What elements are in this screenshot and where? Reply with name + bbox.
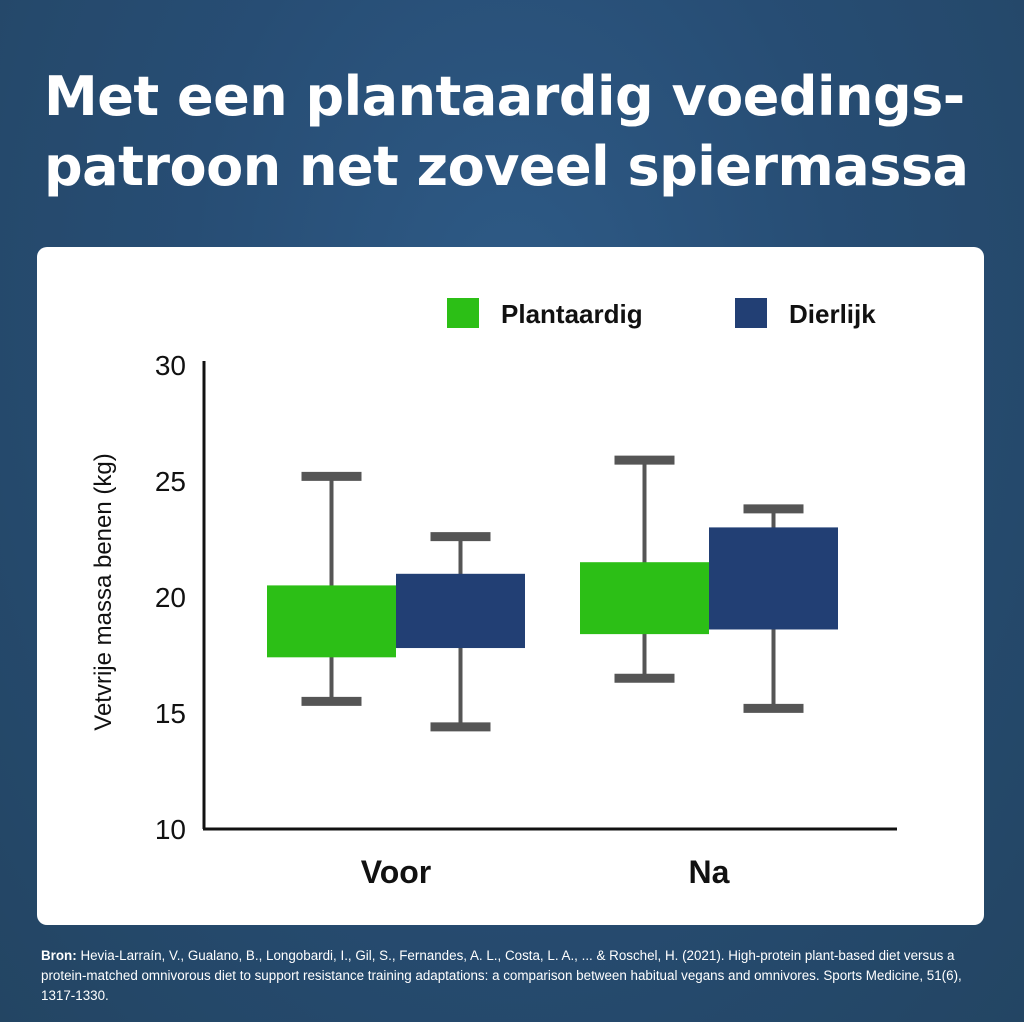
legend-label-plantaardig: Plantaardig [501,299,643,329]
legend-swatch-dierlijk [735,298,767,328]
y-tick-label: 25 [155,466,186,497]
box-rect-plantaardig-voor [267,585,396,658]
x-tick-label-na: Na [689,854,730,890]
box-plantaardig-voor [267,471,396,706]
box-rect-dierlijk-na [709,527,838,630]
x-tick-label-voor: Voor [361,854,432,890]
box-plot-chart: Plantaardig Dierlijk 10 15 20 25 30 Vetvrije m… [90,298,897,890]
page-title: Met een plantaardig voedings- patroon ne… [44,62,1004,202]
box-dierlijk-voor [396,532,525,732]
chart-marks [267,455,838,732]
y-tick-label: 20 [155,582,186,613]
title-line-2: patroon net zoveel spiermassa [44,135,969,198]
chart-card: Plantaardig Dierlijk 10 15 20 25 30 Vetvrije m… [37,247,984,925]
y-axis: 10 15 20 25 30 Vetvrije massa benen (kg) [90,350,206,845]
source-citation: Bron: Hevia-Larraín, V., Gualano, B., Lo… [41,946,991,1006]
box-plantaardig-na [580,455,709,683]
x-axis: Voor Na [203,827,897,890]
y-tick-label: 15 [155,698,186,729]
box-rect-plantaardig-na [580,562,709,635]
legend-label-dierlijk: Dierlijk [789,299,876,329]
source-label: Bron: [41,948,77,963]
y-axis-title: Vetvrije massa benen (kg) [90,453,117,730]
y-tick-label: 10 [155,814,186,845]
y-tick-label: 30 [155,350,186,381]
box-dierlijk-na [709,504,838,713]
legend: Plantaardig Dierlijk [447,298,876,329]
box-rect-dierlijk-voor [396,573,525,649]
title-line-1: Met een plantaardig voedings- [44,65,965,128]
legend-swatch-plantaardig [447,298,479,328]
source-text: Hevia-Larraín, V., Gualano, B., Longobar… [41,948,962,1003]
